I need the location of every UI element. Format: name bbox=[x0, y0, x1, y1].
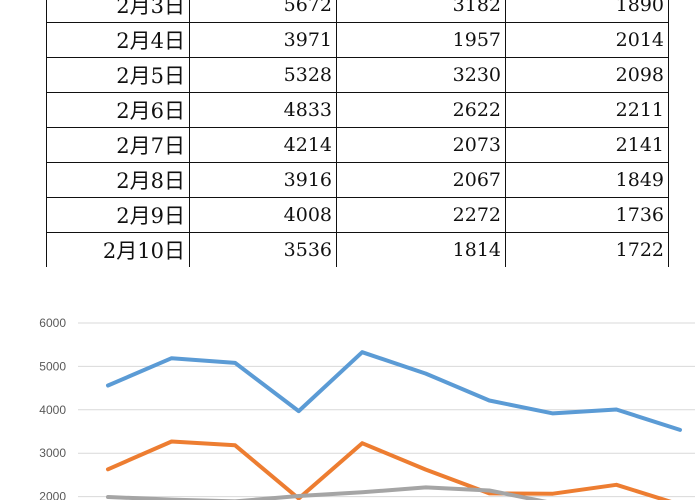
table-row: 2月6日 4833 2622 2211 bbox=[46, 92, 669, 128]
value-cell: 2141 bbox=[505, 127, 669, 163]
y-tick-label: 3000 bbox=[39, 446, 66, 460]
value-cell: 2098 bbox=[505, 57, 669, 93]
date-cell: 2月10日 bbox=[46, 232, 190, 267]
y-tick-label: 5000 bbox=[39, 359, 66, 373]
value-cell: 1814 bbox=[336, 232, 506, 267]
value-cell: 1736 bbox=[505, 197, 669, 233]
y-tick-label: 4000 bbox=[39, 403, 66, 417]
value-cell: 1957 bbox=[336, 22, 506, 58]
table-row: 2月9日 4008 2272 1736 bbox=[46, 197, 669, 233]
date-cell: 2月8日 bbox=[46, 162, 190, 198]
series-line-3 bbox=[106, 485, 548, 500]
y-tick-label: 2000 bbox=[39, 490, 66, 500]
table-row: 2月8日 3916 2067 1849 bbox=[46, 162, 669, 198]
table-row: 2月7日 4214 2073 2141 bbox=[46, 127, 669, 163]
value-cell: 2073 bbox=[336, 127, 506, 163]
y-tick-label: 6000 bbox=[39, 316, 66, 330]
series-line-1 bbox=[106, 350, 682, 432]
table-row: 2月3日 5672 3182 1890 bbox=[46, 0, 669, 23]
value-cell: 3182 bbox=[336, 0, 506, 23]
value-cell: 3916 bbox=[189, 162, 337, 198]
date-cell: 2月5日 bbox=[46, 57, 190, 93]
value-cell: 2211 bbox=[505, 92, 669, 128]
chart-series bbox=[106, 350, 682, 500]
value-cell: 2014 bbox=[505, 22, 669, 58]
line-chart: 6000 5000 4000 3000 2000 bbox=[39, 316, 695, 500]
value-cell: 3536 bbox=[189, 232, 337, 267]
value-cell: 1890 bbox=[505, 0, 669, 23]
value-cell: 4214 bbox=[189, 127, 337, 163]
value-cell: 4008 bbox=[189, 197, 337, 233]
value-cell: 2272 bbox=[336, 197, 506, 233]
value-cell: 4833 bbox=[189, 92, 337, 128]
chart-gridlines bbox=[78, 322, 695, 498]
value-cell: 1722 bbox=[505, 232, 669, 267]
data-table: 2月3日 5672 3182 1890 2月4日 3971 1957 2014 2月5日 5328… bbox=[46, 0, 669, 267]
value-cell: 5672 bbox=[189, 0, 337, 23]
value-cell: 3230 bbox=[336, 57, 506, 93]
value-cell: 2622 bbox=[336, 92, 506, 128]
value-cell: 3971 bbox=[189, 22, 337, 58]
value-cell: 2067 bbox=[336, 162, 506, 198]
date-cell: 2月9日 bbox=[46, 197, 190, 233]
table-row: 2月4日 3971 1957 2014 bbox=[46, 22, 669, 58]
value-cell: 5328 bbox=[189, 57, 337, 93]
table-row: 2月10日 3536 1814 1722 bbox=[46, 232, 669, 267]
value-cell: 1849 bbox=[505, 162, 669, 198]
series-line-2 bbox=[106, 439, 672, 500]
date-cell: 2月4日 bbox=[46, 22, 190, 58]
y-axis-ticks: 6000 5000 4000 3000 2000 bbox=[39, 316, 66, 500]
table-row: 2月5日 5328 3230 2098 bbox=[46, 57, 669, 93]
date-cell: 2月6日 bbox=[46, 92, 190, 128]
date-cell: 2月7日 bbox=[46, 127, 190, 163]
data-table-container: 2月3日 5672 3182 1890 2月4日 3971 1957 2014 2月5日 5328… bbox=[46, 0, 669, 267]
date-cell: 2月3日 bbox=[46, 0, 190, 23]
